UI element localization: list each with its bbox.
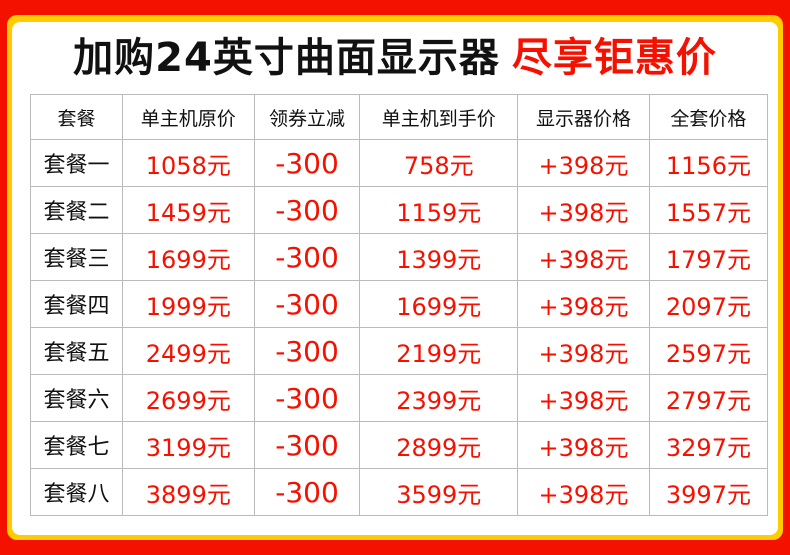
monitor-price: +398元	[517, 421, 650, 469]
bundle-price: 3997元	[648, 468, 769, 516]
final-price: 2399元	[359, 374, 519, 422]
original-price: 1058元	[121, 139, 255, 187]
coupon-discount: -300	[253, 280, 361, 328]
package-name: 套餐三	[30, 233, 123, 281]
promo-title: 加购24英寸曲面显示器 尽享钜惠价	[0, 30, 790, 86]
table-row: 套餐二 1459元 -300 1159元 +398元 1557元	[30, 186, 769, 234]
original-price: 2499元	[121, 327, 255, 375]
package-name: 套餐四	[30, 280, 123, 328]
price-table: 套餐 单主机原价 领券立减 单主机到手价 显示器价格 全套价格 套餐一 1058元 -300 7…	[30, 94, 769, 516]
title-highlight: 尽享钜惠价	[511, 35, 717, 81]
final-price: 758元	[359, 139, 519, 187]
monitor-price: +398元	[517, 468, 650, 516]
package-name: 套餐五	[30, 327, 123, 375]
original-price: 1999元	[121, 280, 255, 328]
table-header-row: 套餐 单主机原价 领券立减 单主机到手价 显示器价格 全套价格	[30, 94, 769, 140]
final-price: 2199元	[359, 327, 519, 375]
bundle-price: 1557元	[648, 186, 769, 234]
monitor-price: +398元	[517, 139, 650, 187]
column-header: 领券立减	[253, 94, 361, 140]
bundle-price: 2797元	[648, 374, 769, 422]
monitor-price: +398元	[517, 186, 650, 234]
table-row: 套餐一 1058元 -300 758元 +398元 1156元	[30, 139, 769, 187]
coupon-discount: -300	[253, 468, 361, 516]
monitor-price: +398元	[517, 233, 650, 281]
bundle-price: 1797元	[648, 233, 769, 281]
original-price: 3899元	[121, 468, 255, 516]
table-row: 套餐五 2499元 -300 2199元 +398元 2597元	[30, 327, 769, 375]
coupon-discount: -300	[253, 327, 361, 375]
original-price: 1699元	[121, 233, 255, 281]
bundle-price: 2597元	[648, 327, 769, 375]
coupon-discount: -300	[253, 374, 361, 422]
table-row: 套餐六 2699元 -300 2399元 +398元 2797元	[30, 374, 769, 422]
table-row: 套餐七 3199元 -300 2899元 +398元 3297元	[30, 421, 769, 469]
table-row: 套餐四 1999元 -300 1699元 +398元 2097元	[30, 280, 769, 328]
package-name: 套餐六	[30, 374, 123, 422]
coupon-discount: -300	[253, 421, 361, 469]
coupon-discount: -300	[253, 139, 361, 187]
monitor-price: +398元	[517, 280, 650, 328]
bundle-price: 3297元	[648, 421, 769, 469]
coupon-discount: -300	[253, 233, 361, 281]
package-name: 套餐一	[30, 139, 123, 187]
final-price: 3599元	[359, 468, 519, 516]
final-price: 1699元	[359, 280, 519, 328]
package-name: 套餐七	[30, 421, 123, 469]
table-row: 套餐八 3899元 -300 3599元 +398元 3997元	[30, 468, 769, 516]
column-header: 套餐	[30, 94, 123, 140]
monitor-price: +398元	[517, 374, 650, 422]
column-header: 全套价格	[648, 94, 769, 140]
original-price: 2699元	[121, 374, 255, 422]
column-header: 显示器价格	[517, 94, 650, 140]
original-price: 3199元	[121, 421, 255, 469]
package-name: 套餐八	[30, 468, 123, 516]
coupon-discount: -300	[253, 186, 361, 234]
bundle-price: 2097元	[648, 280, 769, 328]
original-price: 1459元	[121, 186, 255, 234]
bundle-price: 1156元	[648, 139, 769, 187]
table-row: 套餐三 1699元 -300 1399元 +398元 1797元	[30, 233, 769, 281]
column-header: 单主机原价	[121, 94, 255, 140]
package-name: 套餐二	[30, 186, 123, 234]
title-main: 加购24英寸曲面显示器	[73, 35, 500, 81]
monitor-price: +398元	[517, 327, 650, 375]
final-price: 1399元	[359, 233, 519, 281]
final-price: 2899元	[359, 421, 519, 469]
column-header: 单主机到手价	[359, 94, 519, 140]
final-price: 1159元	[359, 186, 519, 234]
